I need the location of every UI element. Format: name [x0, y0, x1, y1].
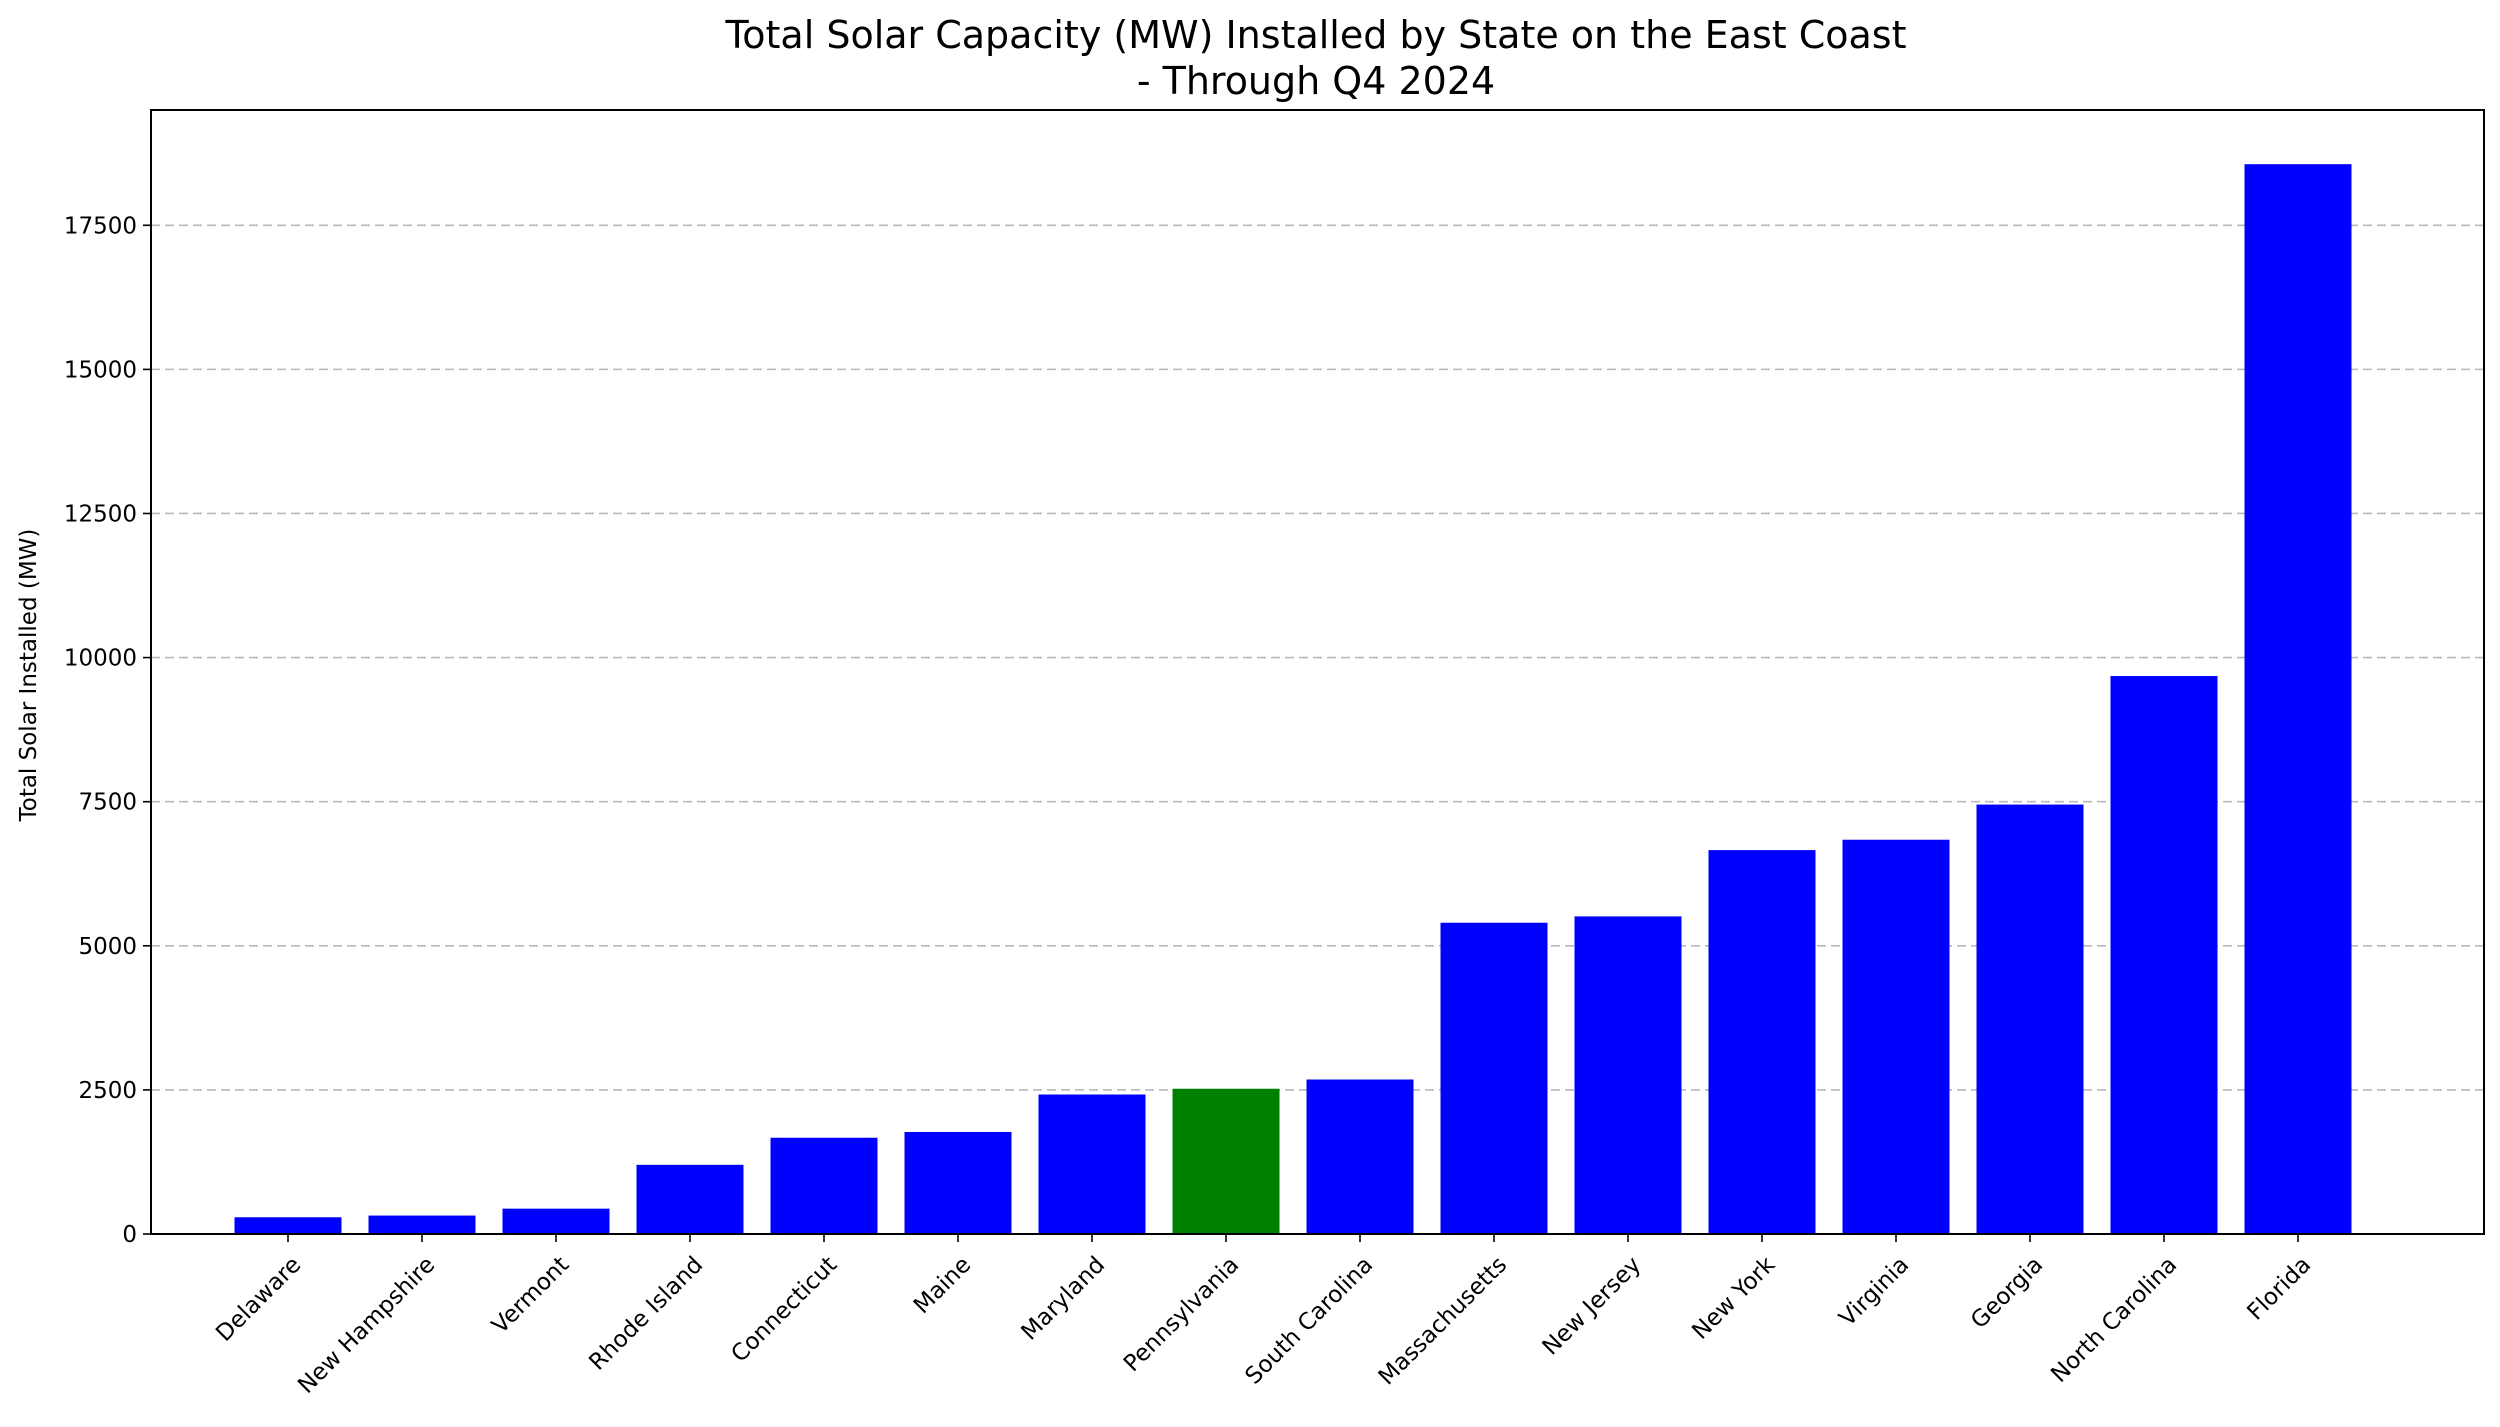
y-axis-label: Total Solar Installed (MW)	[16, 529, 42, 823]
y-tick-label: 15000	[64, 357, 137, 383]
y-tick-label: 5000	[78, 934, 137, 960]
bar-florida	[2244, 164, 2352, 1234]
bar-massachusetts	[1440, 922, 1548, 1234]
bar-south-carolina	[1306, 1079, 1414, 1234]
x-tick-label: New Hampshire	[293, 1252, 440, 1399]
bars	[234, 164, 2352, 1234]
x-tick-label: Connecticut	[726, 1252, 842, 1368]
y-tick-label: 2500	[78, 1078, 137, 1104]
x-tick-label: Massachusetts	[1374, 1252, 1513, 1391]
x-tick-label: Vermont	[487, 1252, 574, 1339]
chart-title: Total Solar Capacity (MW) Installed by S…	[725, 13, 1907, 57]
bar-maryland	[1038, 1094, 1146, 1234]
x-tick-label: Georgia	[1966, 1252, 2048, 1334]
bar-virginia	[1842, 839, 1950, 1234]
x-tick-label: South Carolina	[1241, 1252, 1379, 1390]
y-tick-label: 7500	[78, 790, 137, 816]
x-tick-label: Maryland	[1016, 1252, 1110, 1346]
x-tick-label: New Jersey	[1538, 1252, 1647, 1361]
y-axis-ticks: 0 2500 5000 7500 10000 12500 15000 17500	[64, 213, 151, 1248]
x-tick-label: Delaware	[211, 1252, 306, 1347]
x-tick-label: Rhode Island	[584, 1252, 708, 1376]
bar-new-york	[1708, 850, 1816, 1234]
bar-vermont	[502, 1208, 610, 1234]
x-tick-label: North Carolina	[2046, 1252, 2182, 1388]
bar-new-hampshire	[368, 1215, 476, 1234]
x-tick-label: Maine	[909, 1252, 976, 1319]
bar-georgia	[1976, 804, 2084, 1234]
bar-north-carolina	[2110, 676, 2218, 1234]
bar-pennsylvania	[1172, 1088, 1280, 1234]
y-tick-label: 10000	[64, 646, 137, 672]
bar-delaware	[234, 1217, 342, 1234]
y-tick-label: 12500	[64, 501, 137, 527]
bar-maine	[904, 1131, 1012, 1234]
bar-connecticut	[770, 1137, 878, 1234]
x-tick-label: New York	[1687, 1251, 1780, 1344]
x-tick-label: Florida	[2243, 1252, 2317, 1326]
y-tick-label: 0	[122, 1222, 137, 1248]
x-tick-label: Pennsylvania	[1119, 1252, 1244, 1377]
chart-title-line2: - Through Q4 2024	[1137, 59, 1495, 103]
x-tick-label: Virginia	[1835, 1252, 1915, 1332]
y-tick-label: 17500	[64, 213, 137, 239]
bar-new-jersey	[1574, 916, 1682, 1234]
bar-rhode-island	[636, 1164, 744, 1234]
plot-frame	[150, 109, 2485, 1235]
